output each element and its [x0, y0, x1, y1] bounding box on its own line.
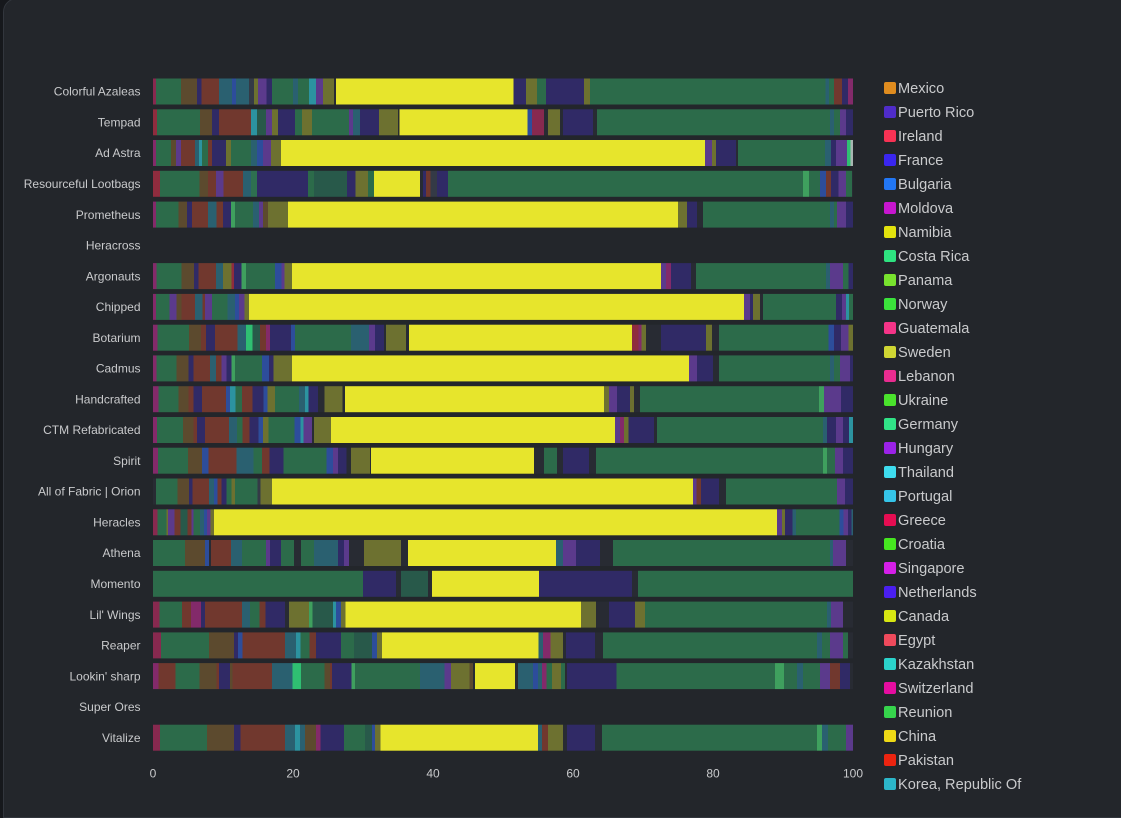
svg-text:CTM Refabricated: CTM Refabricated	[43, 423, 140, 437]
svg-text:Thailand: Thailand	[898, 465, 954, 481]
svg-text:Super Ores: Super Ores	[79, 700, 140, 714]
svg-text:Netherlands: Netherlands	[898, 585, 977, 601]
svg-text:Botarium: Botarium	[92, 331, 140, 345]
svg-text:Argonauts: Argonauts	[86, 269, 141, 283]
svg-text:Vitalize: Vitalize	[102, 731, 141, 745]
svg-text:Spirit: Spirit	[113, 454, 141, 468]
svg-text:Resourceful Lootbags: Resourceful Lootbags	[24, 177, 141, 191]
svg-text:Namibia: Namibia	[898, 225, 952, 241]
svg-text:Hungary: Hungary	[898, 441, 954, 457]
svg-text:Reaper: Reaper	[101, 639, 140, 653]
svg-text:Panama: Panama	[898, 273, 953, 289]
svg-text:Egypt: Egypt	[898, 633, 935, 649]
svg-text:Chipped: Chipped	[96, 300, 141, 314]
svg-text:100: 100	[843, 767, 863, 781]
svg-text:Heracross: Heracross	[86, 239, 141, 253]
svg-text:France: France	[898, 153, 943, 169]
svg-text:Guatemala: Guatemala	[898, 321, 970, 337]
svg-text:0: 0	[150, 767, 157, 781]
svg-text:Canada: Canada	[898, 609, 950, 625]
svg-text:Prometheus: Prometheus	[76, 208, 141, 222]
svg-text:Greece: Greece	[898, 513, 946, 529]
svg-text:Reunion: Reunion	[898, 705, 952, 721]
svg-text:Singapore: Singapore	[898, 561, 965, 577]
svg-text:Lookin' sharp: Lookin' sharp	[69, 669, 140, 683]
svg-text:Mexico: Mexico	[898, 81, 944, 97]
svg-text:Sweden: Sweden	[898, 345, 951, 361]
svg-text:Ireland: Ireland	[898, 129, 943, 145]
svg-text:60: 60	[566, 767, 580, 781]
svg-text:80: 80	[706, 767, 720, 781]
svg-text:Ad Astra: Ad Astra	[95, 146, 141, 160]
svg-text:All of Fabric | Orion: All of Fabric | Orion	[38, 485, 140, 499]
svg-text:Germany: Germany	[898, 417, 959, 433]
svg-text:Pakistan: Pakistan	[898, 753, 954, 769]
svg-text:Bulgaria: Bulgaria	[898, 177, 952, 193]
svg-text:Momento: Momento	[90, 577, 140, 591]
svg-text:Tempad: Tempad	[98, 116, 141, 130]
svg-text:Puerto Rico: Puerto Rico	[898, 105, 974, 121]
svg-text:Colorful Azaleas: Colorful Azaleas	[54, 85, 141, 99]
svg-text:Costa Rica: Costa Rica	[898, 249, 970, 265]
svg-text:Lebanon: Lebanon	[898, 369, 955, 385]
svg-text:Croatia: Croatia	[898, 537, 946, 553]
svg-text:Norway: Norway	[898, 297, 948, 313]
svg-text:20: 20	[286, 767, 300, 781]
svg-text:Moldova: Moldova	[898, 201, 954, 217]
svg-text:Heracles: Heracles	[93, 516, 140, 530]
svg-text:Handcrafted: Handcrafted	[75, 392, 140, 406]
svg-text:Portugal: Portugal	[898, 489, 952, 505]
svg-text:Cadmus: Cadmus	[96, 362, 141, 376]
svg-text:China: China	[898, 729, 937, 745]
svg-text:Lil' Wings: Lil' Wings	[90, 608, 141, 622]
svg-text:Korea, Republic Of: Korea, Republic Of	[898, 777, 1022, 793]
svg-text:Switzerland: Switzerland	[898, 681, 973, 697]
svg-text:40: 40	[426, 767, 440, 781]
svg-text:Ukraine: Ukraine	[898, 393, 948, 409]
svg-text:Athena: Athena	[102, 546, 140, 560]
svg-text:Kazakhstan: Kazakhstan	[898, 657, 974, 673]
